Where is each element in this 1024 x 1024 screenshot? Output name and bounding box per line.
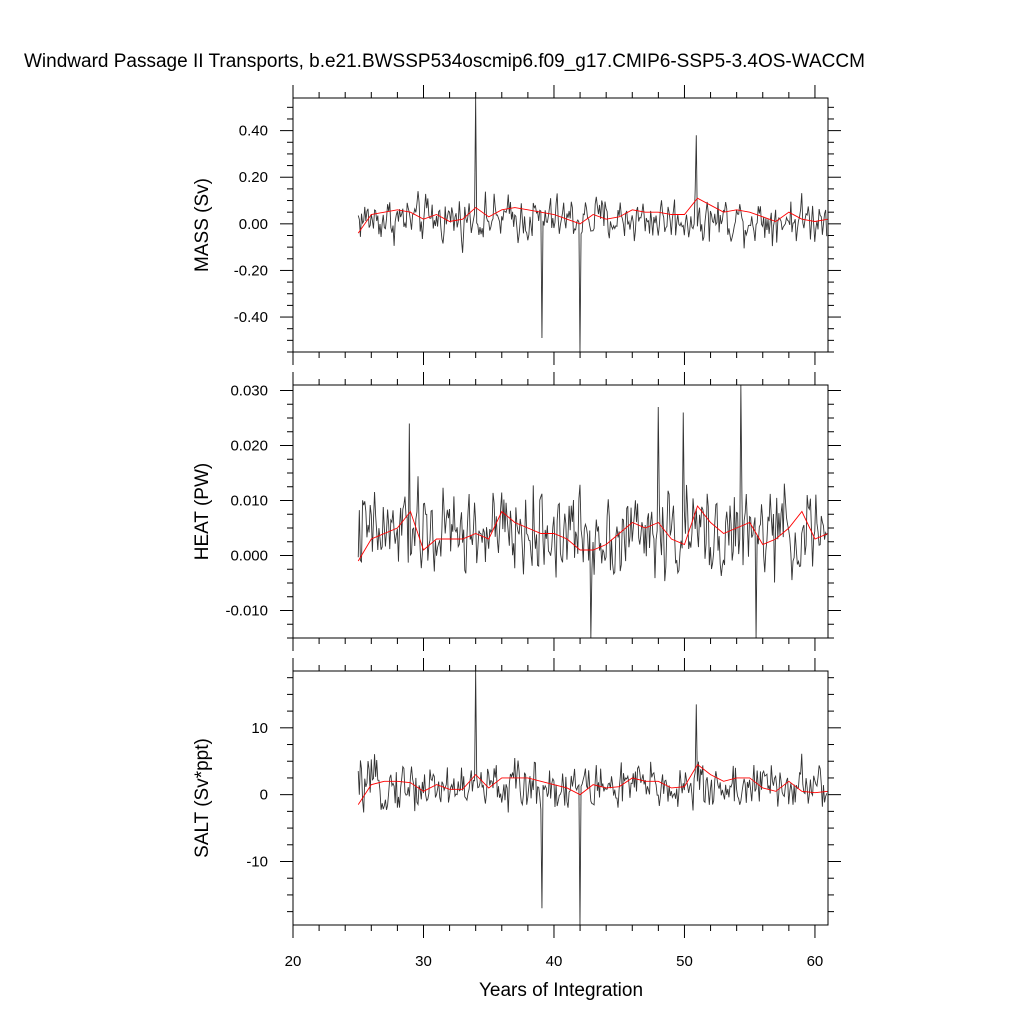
y-axis-label: SALT (Sv*ppt) (192, 738, 213, 858)
y-tick-label: 0.020 (230, 438, 268, 455)
raw-series-line (357, 385, 828, 638)
y-tick-label: 0.010 (230, 493, 268, 510)
y-tick-label: -0.010 (225, 603, 268, 620)
y-tick-label: 0.00 (239, 216, 268, 233)
y-tick-label: 0.000 (230, 548, 268, 565)
plot-frame (292, 384, 829, 639)
y-tick-label: 0 (260, 787, 268, 804)
panels: -0.40 -0.20 0.00 0.20 0.40 MASS (Sv) -0.010 0.0… (192, 85, 841, 970)
x-tick-label: 30 (415, 953, 432, 970)
panel-3: 20 30 40 50 60 -10 0 10 SALT (Sv*ppt) (192, 658, 841, 970)
y-axis-label: MASS (Sv) (192, 178, 213, 272)
plot-frame (292, 97, 829, 353)
raw-series-line (357, 98, 828, 352)
raw-series-line (357, 671, 828, 925)
panel-1: -0.40 -0.20 0.00 0.20 0.40 MASS (Sv) (192, 85, 841, 365)
x-tick-label: 20 (285, 953, 302, 970)
smoothed-series-line (357, 505, 828, 562)
y-axis-label: HEAT (PW) (192, 463, 213, 560)
y-tick-label: -0.40 (234, 309, 268, 326)
panel-2: -0.010 0.000 0.010 0.020 0.030 HEAT (PW) (192, 372, 841, 651)
y-tick-label: 10 (251, 720, 268, 737)
y-tick-label: 0.030 (230, 383, 268, 400)
y-tick-label: -10 (246, 854, 268, 871)
y-tick-label: 0.40 (239, 123, 268, 140)
x-axis-label: Years of Integration (479, 980, 643, 1001)
smoothed-series-line (357, 763, 828, 805)
plot-frame (292, 670, 829, 926)
y-tick-label: 0.20 (239, 169, 268, 186)
y-tick-label: -0.20 (234, 262, 268, 279)
chart-title: Windward Passage II Transports, b.e21.BW… (24, 51, 865, 72)
x-tick-label: 50 (676, 953, 693, 970)
smoothed-series-line (357, 197, 828, 234)
x-tick-label: 60 (807, 953, 824, 970)
x-tick-label: 40 (546, 953, 563, 970)
